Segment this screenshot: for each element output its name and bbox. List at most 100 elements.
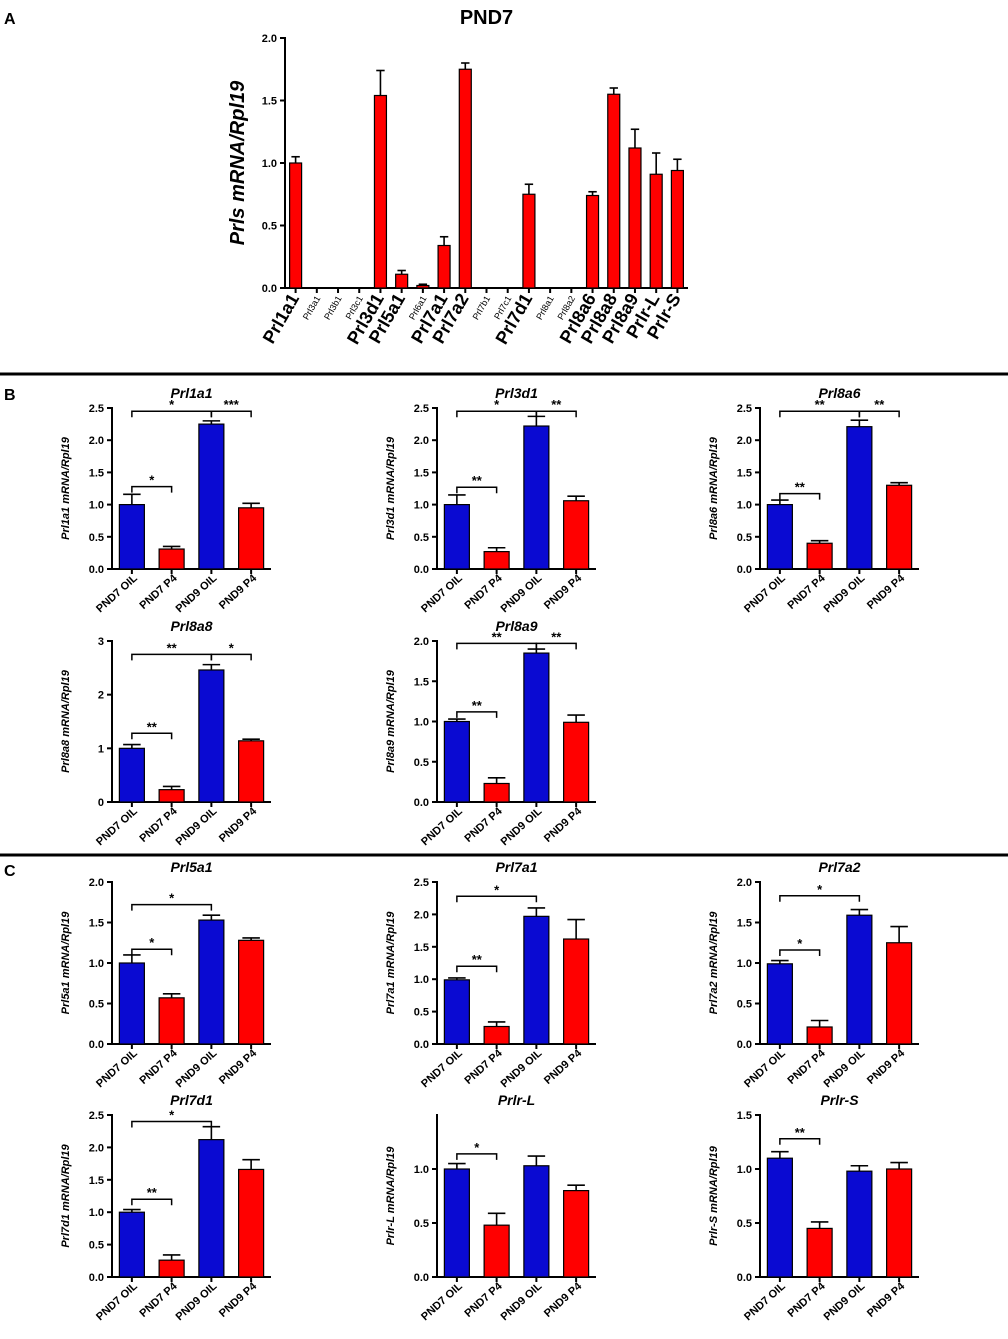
chart-a: PND7 Prls mRNA/Rpl19 0.0 0.5 1.0 1.5 2.0 Prl1a1… [227, 7, 688, 348]
significance-label: * [797, 936, 803, 951]
y-axis-label: Prl8a8 mRNA/Rpl19 [60, 669, 72, 773]
significance-line [131, 485, 173, 493]
significance-label: ** [147, 719, 158, 734]
category-label: PND9 OIL [499, 1280, 545, 1323]
bar-pnd7-p4 [483, 551, 510, 570]
chart-title: Prl3d1 [495, 385, 538, 401]
significance-line [210, 410, 252, 418]
y-tick-label: 0.5 [737, 532, 752, 544]
y-tick-label: 0.5 [89, 532, 104, 544]
y-tick-label: 0.5 [737, 999, 752, 1011]
y-tick-label: 2.0 [89, 1142, 104, 1154]
chart-title: Prl7a2 [818, 859, 860, 875]
y-tick-label: 1.5 [89, 918, 104, 930]
category-label: PND9 OIL [174, 1047, 220, 1090]
y-axis-label: Prl7a1 mRNA/Rpl19 [385, 911, 397, 1015]
y-tick-label: 0.0 [89, 1272, 104, 1284]
bar-prl5a1 [395, 273, 409, 289]
significance-bracket: * [456, 1140, 498, 1160]
bar-pnd9-p4 [886, 484, 913, 570]
bar-pnd7-p4 [158, 789, 185, 803]
chart-b1: Prl1a1 Prl1a1 mRNA/Rpl19 0.0 0.5 1.0 1.5 2.0 2.… [60, 385, 271, 615]
y-tick-label: 1.5 [89, 1175, 104, 1187]
bar-pnd9-oil [198, 423, 225, 570]
y-tick-label: 2.0 [89, 877, 104, 889]
y-tick-label: 1.5 [89, 467, 104, 479]
y-tick-label: 1.0 [89, 500, 104, 512]
bar-pnd9-p4 [886, 942, 913, 1045]
bar-prl8a8 [607, 93, 621, 289]
significance-label: * [229, 640, 235, 655]
significance-bracket: ** [131, 719, 173, 740]
y-tick-label: 0 [98, 797, 104, 809]
y-tick-label: 0.0 [737, 1272, 752, 1284]
chart-title: Prl5a1 [170, 859, 212, 875]
category-label: PND9 P4 [865, 1280, 908, 1320]
significance-bracket: ** [535, 629, 577, 650]
significance-label: ** [551, 629, 562, 644]
chart-c3: Prl7a2 Prl7a2 mRNA/Rpl19 0.0 0.5 1.0 1.5 2.0 PN… [708, 859, 919, 1090]
y-axis-label: Prl8a9 mRNA/Rpl19 [385, 669, 397, 773]
category-label: PND7 OIL [94, 1280, 140, 1323]
significance-label: * [149, 473, 155, 488]
y-axis-label: Prlr-L mRNA/Rpl19 [385, 1146, 397, 1246]
y-tick-label: 0.5 [89, 1240, 104, 1252]
y-tick-label: 1.0 [89, 958, 104, 970]
y-tick-label: 0.5 [414, 1218, 429, 1230]
significance-label: * [169, 1107, 175, 1122]
bar-pnd9-oil [523, 1165, 550, 1278]
bar-prl6a1 [416, 284, 430, 289]
y-tick-label: 2.0 [89, 435, 104, 447]
y-tick-label: 1.0 [737, 500, 752, 512]
category-label: PND9 P4 [217, 572, 260, 612]
category-label: PND9 OIL [499, 805, 545, 848]
significance-bracket: ** [456, 473, 498, 494]
y-tick-label: 1.5 [737, 1110, 752, 1122]
significance-label: * [494, 882, 500, 897]
significance-line [858, 410, 900, 418]
significance-bracket: ** [858, 397, 900, 418]
significance-label: ** [492, 629, 503, 644]
bar-prl7d1 [522, 193, 536, 289]
category-label: PND7 OIL [742, 572, 788, 615]
chart-title: Prl7a1 [495, 859, 537, 875]
y-tick-label: 2 [98, 690, 104, 702]
bar-pnd9-oil [198, 1139, 225, 1278]
y-tick-label: 2.0 [737, 435, 752, 447]
bar-pnd7-p4 [806, 542, 833, 570]
y-tick-label: 1.5 [737, 918, 752, 930]
significance-line [779, 492, 821, 500]
y-tick-label: 2.0 [737, 877, 752, 889]
y-tick-label: 0.0 [414, 1272, 429, 1284]
significance-label: ** [472, 698, 483, 713]
y-tick-label: 0.5 [262, 221, 277, 233]
bar-pnd9-oil [198, 919, 225, 1045]
significance-bracket: * [779, 882, 861, 902]
y-tick-label: 0.5 [414, 757, 429, 769]
y-tick-label: 1.0 [414, 1164, 429, 1176]
chart-title: Prl8a6 [818, 385, 860, 401]
significance-label: ** [472, 952, 483, 967]
bar-prl3d1 [373, 94, 388, 289]
chart-c4: Prl7d1 Prl7d1 mRNA/Rpl19 0.0 0.5 1.0 1.5 2.0 2.… [60, 1092, 271, 1323]
bar-pnd9-p4 [238, 507, 265, 570]
category-label: PND7 OIL [94, 805, 140, 848]
chart-c5: Prlr-L Prlr-L mRNA/Rpl19 0.0 0.5 1.0 PND7 OIL… [385, 1092, 596, 1323]
category-label: PND7 OIL [742, 1280, 788, 1323]
significance-bracket: ** [131, 640, 213, 661]
bar-pnd9-p4 [563, 1189, 590, 1278]
y-tick-label: 0.0 [737, 1039, 752, 1051]
y-tick-label: 0.0 [737, 564, 752, 576]
bar-pnd7-p4 [806, 1227, 833, 1278]
significance-bracket: *** [210, 397, 252, 418]
y-tick-label: 2.5 [414, 403, 429, 415]
bar-pnd9-oil [523, 652, 550, 803]
significance-bracket: ** [535, 397, 577, 418]
bar-pnd7-oil [443, 720, 470, 803]
category-label: PND7 OIL [94, 572, 140, 615]
y-tick-label: 0.0 [414, 1039, 429, 1051]
y-tick-label: 0.5 [737, 1218, 752, 1230]
y-tick-label: 0.5 [414, 532, 429, 544]
category-label: PND9 P4 [217, 1047, 260, 1087]
